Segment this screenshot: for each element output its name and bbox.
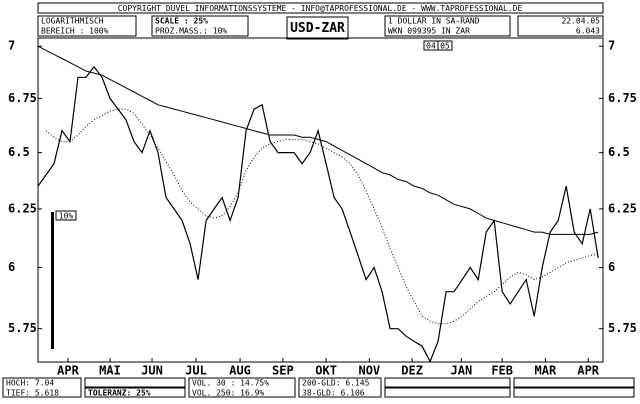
- y-tick-label: 5.75: [8, 321, 37, 335]
- scale-type: LOGARITHMISCH: [41, 17, 104, 26]
- y-tick-label: 5.75: [608, 321, 637, 335]
- last-price: 6.043: [576, 27, 600, 36]
- series-line: [37, 45, 599, 235]
- y-tick-label: 6.5: [8, 145, 30, 159]
- x-tick-label: APR: [577, 364, 599, 378]
- vol250: VOL. 250: 16.9%: [192, 389, 264, 398]
- header-box: [384, 15, 511, 37]
- x-tick-label: SEP: [272, 364, 294, 378]
- x-tick-label: MAR: [535, 364, 557, 378]
- footer-box: [2, 377, 82, 398]
- footer-box: [188, 377, 296, 398]
- footer-box: [84, 387, 186, 398]
- percent-measure: PROZ.MASS.: 10%: [155, 27, 227, 36]
- x-tick-label: OKT: [315, 364, 337, 378]
- y-tick-label: 6: [608, 260, 615, 274]
- date: 22.04.05: [561, 17, 600, 26]
- chart-title: USD-ZAR: [290, 21, 345, 36]
- y-tick-label: 6.75: [608, 91, 637, 105]
- year-marker: 05: [440, 42, 450, 51]
- year-marker: 04: [426, 42, 436, 51]
- y-tick-label: 6.25: [608, 201, 637, 215]
- low: TIEF: 5.618: [6, 389, 59, 398]
- scale-bar: [51, 212, 54, 349]
- y-tick-label: 7: [8, 39, 15, 53]
- y-tick-label: 6.75: [8, 91, 37, 105]
- x-tick-label: JAN: [451, 364, 473, 378]
- header-box: [37, 2, 604, 14]
- vol30: VOL. 30 : 14.75%: [192, 379, 269, 388]
- x-tick-label: DEZ: [401, 364, 423, 378]
- tolerance: TOLERANZ: 25%: [88, 389, 151, 398]
- x-tick-label: NOV: [358, 364, 380, 378]
- header-box: [517, 15, 604, 37]
- footer-box: [513, 387, 635, 398]
- title-box: [286, 16, 349, 40]
- y-tick-label: 6.5: [608, 145, 630, 159]
- ma200: 200-GLD: 6.145: [302, 379, 370, 388]
- ma38: 38-GLD: 6.106: [302, 389, 365, 398]
- x-tick-label: JUL: [185, 364, 207, 378]
- description: 1 DOLLAR IN SA-RAND: [388, 17, 480, 26]
- high: HOCH: 7.04: [6, 379, 54, 388]
- y-tick-label: 7: [608, 39, 615, 53]
- copyright: COPYRIGHT DUVEL INFORMATIONSSYSTEME - IN…: [118, 4, 523, 13]
- footer-box: [298, 377, 382, 398]
- x-tick-label: AUG: [229, 364, 251, 378]
- header-box: [37, 15, 137, 37]
- year-marker-box: [437, 40, 453, 51]
- footer-box: [513, 377, 635, 388]
- footer-box: [384, 377, 511, 388]
- footer: HOCH: 7.04 TIEF: 5.618 TOLERANZ: 25% VOL…: [2, 377, 635, 398]
- footer-box: [384, 387, 511, 398]
- scale-bar-box: [55, 210, 77, 221]
- y-tick-label: 6.25: [8, 201, 37, 215]
- series-line: [37, 65, 599, 363]
- wkn: WKN 099395 IN ZAR: [388, 27, 470, 36]
- header-box: [151, 15, 249, 37]
- scale-bar-label: 10%: [59, 212, 74, 221]
- y-tick-label: 6: [8, 260, 15, 274]
- x-tick-label: MAI: [99, 364, 121, 378]
- x-tick-label: JUN: [141, 364, 163, 378]
- range: BEREICH : 100%: [41, 27, 109, 36]
- scale: SCALE : 25%: [155, 17, 208, 26]
- footer-box: [84, 377, 186, 388]
- x-tick-label: APR: [57, 364, 79, 378]
- x-tick-label: FEB: [491, 364, 513, 378]
